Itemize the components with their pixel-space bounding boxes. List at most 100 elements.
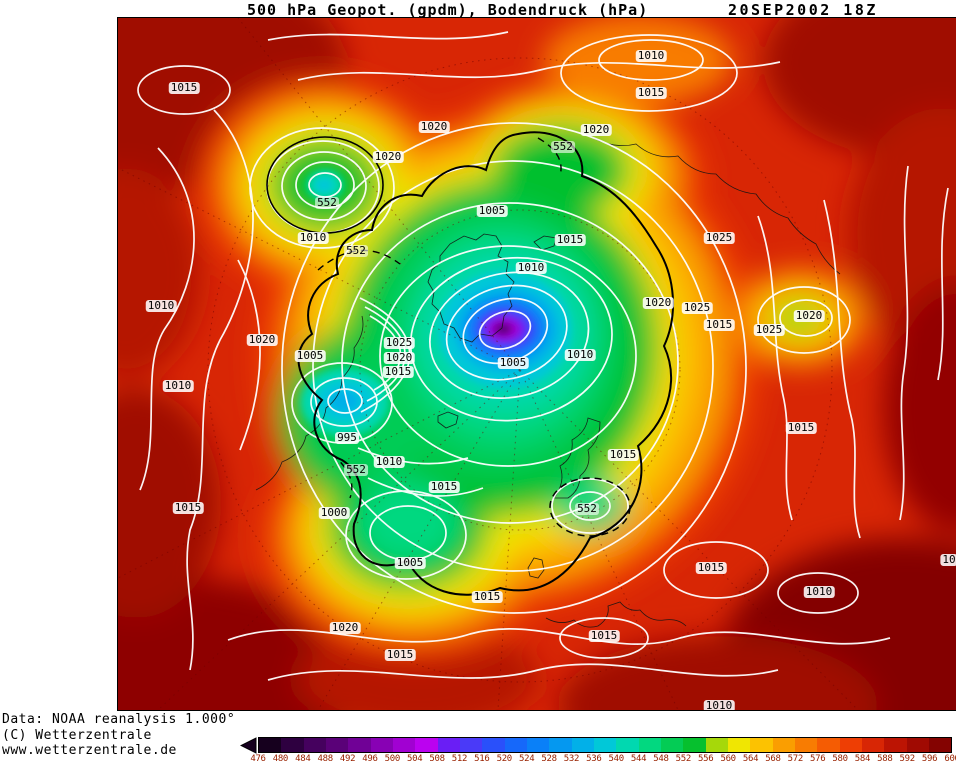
colorbar-underflow-arrow-icon [240, 737, 257, 754]
pressure-label: 1010 [373, 455, 405, 468]
pressure-label: 1020 [642, 296, 674, 309]
geopotential-label: 552 [344, 244, 368, 257]
colorbar-segment [616, 738, 639, 752]
pressure-label: 1010 [703, 699, 735, 710]
colorbar-segment [727, 738, 751, 752]
colorbar-tick-label: 476 [250, 754, 266, 764]
pressure-label: 1015 [384, 648, 416, 661]
pressure-label: 1010 [297, 231, 329, 244]
colorbar-segment [415, 738, 438, 752]
colorbar-tick-label: 552 [675, 754, 692, 764]
pressure-label: 1010 [564, 348, 596, 361]
map-svg [118, 18, 956, 710]
colorbar-segment [325, 738, 349, 752]
colorbar-tick-label: 504 [407, 754, 423, 764]
colorbar-tick-label: 544 [630, 754, 647, 764]
colorbar-segment [705, 738, 728, 752]
colorbar-segment [437, 738, 460, 752]
pressure-label: 10 [940, 553, 956, 566]
pressure-label: 1015 [703, 318, 735, 331]
colorbar-segment [392, 738, 416, 752]
pressure-label: 1010 [145, 299, 177, 312]
pressure-label: 1025 [681, 301, 713, 314]
colorbar-tick-label: 576 [809, 754, 826, 764]
geopotential-label: 552 [315, 196, 339, 209]
arrow-shape [240, 737, 257, 754]
pressure-label: 1025 [383, 336, 415, 349]
pressure-label: 1000 [318, 506, 350, 519]
pressure-label: 1020 [329, 621, 361, 634]
pressure-label: 1005 [476, 204, 508, 217]
pressure-label: 1015 [635, 86, 667, 99]
pressure-label: 1015 [554, 233, 586, 246]
pressure-label: 1015 [785, 421, 817, 434]
map-area: 1010 1015 1015 1020 1020 1020 552 1005 552 1015 10… [117, 17, 956, 711]
colorbar-segment [638, 738, 661, 752]
colorbar-tick-label: 548 [653, 754, 669, 764]
pressure-label: 1010 [803, 585, 835, 598]
colorbar-tick-label: 540 [608, 754, 625, 764]
pressure-label: 1015 [471, 590, 503, 603]
colorbar-segment [348, 738, 371, 752]
colorbar-tick-label: 516 [474, 754, 490, 764]
pressure-label: 1020 [372, 150, 404, 163]
credit-data-source: Data: NOAA reanalysis 1.000° [2, 712, 236, 727]
colorbar-segment [683, 738, 706, 752]
pressure-label: 995 [335, 431, 359, 444]
geopotential-label: 552 [551, 140, 575, 153]
colorbar-segment [259, 738, 282, 752]
pressure-label: 1015 [168, 81, 200, 94]
colorbar-tick-label: 560 [720, 754, 736, 764]
map-labels: 1010 1015 1015 1020 1020 1020 552 1005 552 1015 10… [118, 18, 956, 710]
credit-website: www.wetterzentrale.de [2, 743, 177, 758]
colorbar-tick-label: 492 [339, 754, 356, 764]
pressure-label: 1015 [382, 365, 414, 378]
colorbar-tick-label: 572 [787, 754, 804, 764]
colorbar-segment [459, 738, 483, 752]
colorbar-tick-label: 584 [854, 754, 871, 764]
colorbar: 476 480 484 488 492 496 500 504 508 512 516 520 524 5… [240, 737, 956, 767]
pressure-label: 1015 [695, 561, 727, 574]
map-title: 500 hPa Geopot. (gpdm), Bodendruck (hPa) [247, 1, 649, 19]
colorbar-segment [772, 738, 795, 752]
colorbar-tick-label: 568 [765, 754, 781, 764]
colorbar-segment [303, 738, 326, 752]
colorbar-tick-label: 532 [563, 754, 580, 764]
colorbar-segment [549, 738, 572, 752]
pressure-label: 1020 [418, 120, 450, 133]
colorbar-tick-label: 588 [877, 754, 893, 764]
map-datetime: 20SEP2002 18Z [728, 1, 878, 19]
colorbar-segment [370, 738, 393, 752]
colorbar-segment [571, 738, 594, 752]
colorbar-gradient [258, 737, 952, 753]
pressure-label: 1020 [246, 333, 278, 346]
credit-copyright: (C) Wetterzentrale [2, 727, 152, 743]
pressure-label: 1025 [753, 323, 785, 336]
pressure-label: 1020 [793, 309, 825, 322]
colorbar-segment [928, 738, 952, 752]
pressure-label: 1025 [703, 231, 735, 244]
colorbar-segment [526, 738, 550, 752]
colorbar-tick-label: 556 [698, 754, 714, 764]
colorbar-segment [906, 738, 929, 752]
pressure-label: 1005 [294, 349, 326, 362]
colorbar-tick-label: 596 [921, 754, 938, 764]
colorbar-segment [593, 738, 617, 752]
colorbar-tick-label: 480 [272, 754, 289, 764]
pressure-label: 1015 [428, 480, 460, 493]
pressure-label: 1015 [172, 501, 204, 514]
pressure-label: 1010 [515, 261, 547, 274]
colorbar-tick-label: 520 [496, 754, 513, 764]
colorbar-segment [504, 738, 527, 752]
colorbar-segment [817, 738, 840, 752]
coastlines [255, 133, 841, 628]
colorbar-tick-label: 580 [832, 754, 848, 764]
geopotential-label: 552 [344, 463, 368, 476]
colorbar-segment [750, 738, 773, 752]
colorbar-tick-label: 592 [899, 754, 916, 764]
colorbar-tick-label: 484 [295, 754, 311, 764]
credits-block: Data: NOAA reanalysis 1.000° (C) Wetterz… [2, 712, 235, 759]
colorbar-tick-label: 508 [429, 754, 445, 764]
pressure-label: 1010 [635, 49, 667, 62]
pressure-label: 1020 [383, 351, 415, 364]
